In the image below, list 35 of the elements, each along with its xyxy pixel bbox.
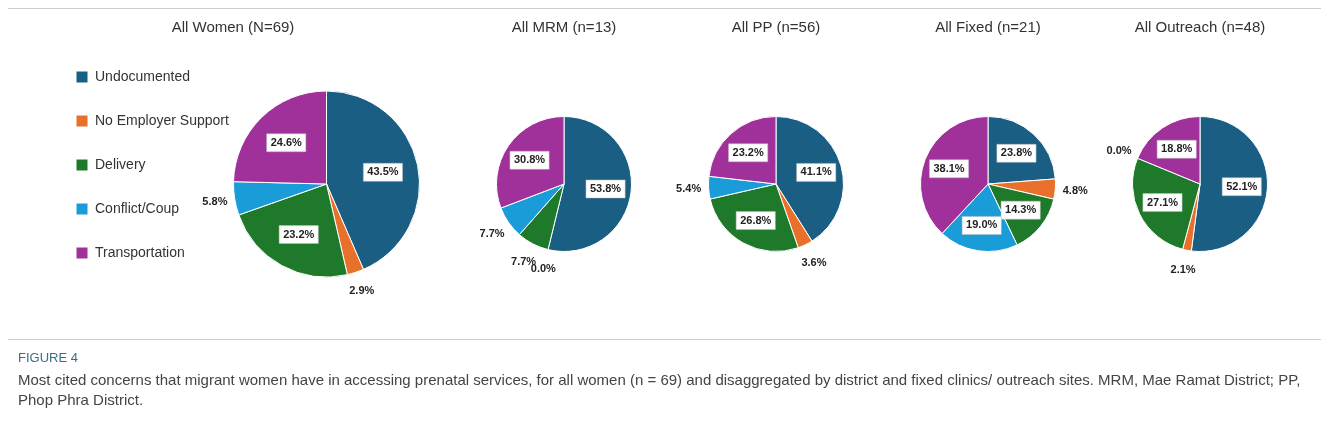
chart-title: All Women (N=69) [171, 18, 295, 36]
text: 0.0% [1106, 143, 1132, 156]
data-label: 30.8% [513, 153, 546, 166]
data-label: 5.8% [202, 194, 228, 207]
data-label: 27.1% [1146, 195, 1179, 208]
text: Most cited concerns that migrant women have in accessing prenatal services, for all women (n = 69) and disaggregated by district and fixed clinics/ outreach sites. MRM, Mae Ramat District; PP, Phop Phra District. [18, 370, 1302, 410]
data-label: 26.8% [740, 213, 772, 226]
data-label: 23.8% [1000, 146, 1033, 159]
data-label: 14.3% [1005, 203, 1037, 216]
chart-title: All Outreach (n=48) [1134, 18, 1266, 36]
data-label: 3.6% [801, 255, 827, 268]
data-label: 5.4% [676, 181, 702, 194]
chart-title: All MRM (n=13) [511, 18, 617, 36]
data-label: 52.1% [1226, 179, 1258, 192]
data-label: 19.0% [966, 218, 998, 231]
caption: FIGURE 4 [18, 349, 79, 367]
legend-label: Delivery [95, 155, 146, 172]
data-label: 2.1% [1170, 262, 1196, 275]
data-label: 23.2% [283, 227, 315, 240]
legend-label: Transportation [95, 243, 185, 260]
data-label: 53.8% [589, 182, 622, 195]
data-label: 24.6% [270, 135, 303, 148]
data-label: 4.8% [1062, 183, 1088, 196]
legend-label: Undocumented [95, 67, 190, 84]
data-label: 38.1% [933, 161, 965, 174]
data-label: 43.5% [367, 165, 399, 178]
chart-title: All PP (n=56) [731, 18, 821, 36]
data-label: 23.2% [732, 145, 764, 158]
legend-label: No Employer Support [95, 111, 229, 128]
data-label: 2.9% [349, 284, 375, 297]
data-label: 7.7% [479, 226, 505, 239]
chart-title: All Fixed (n=21) [935, 18, 1041, 36]
data-label: 41.1% [800, 165, 833, 178]
legend-label: Conflict/Coup [95, 199, 180, 216]
data-label: 18.8% [1161, 142, 1193, 155]
